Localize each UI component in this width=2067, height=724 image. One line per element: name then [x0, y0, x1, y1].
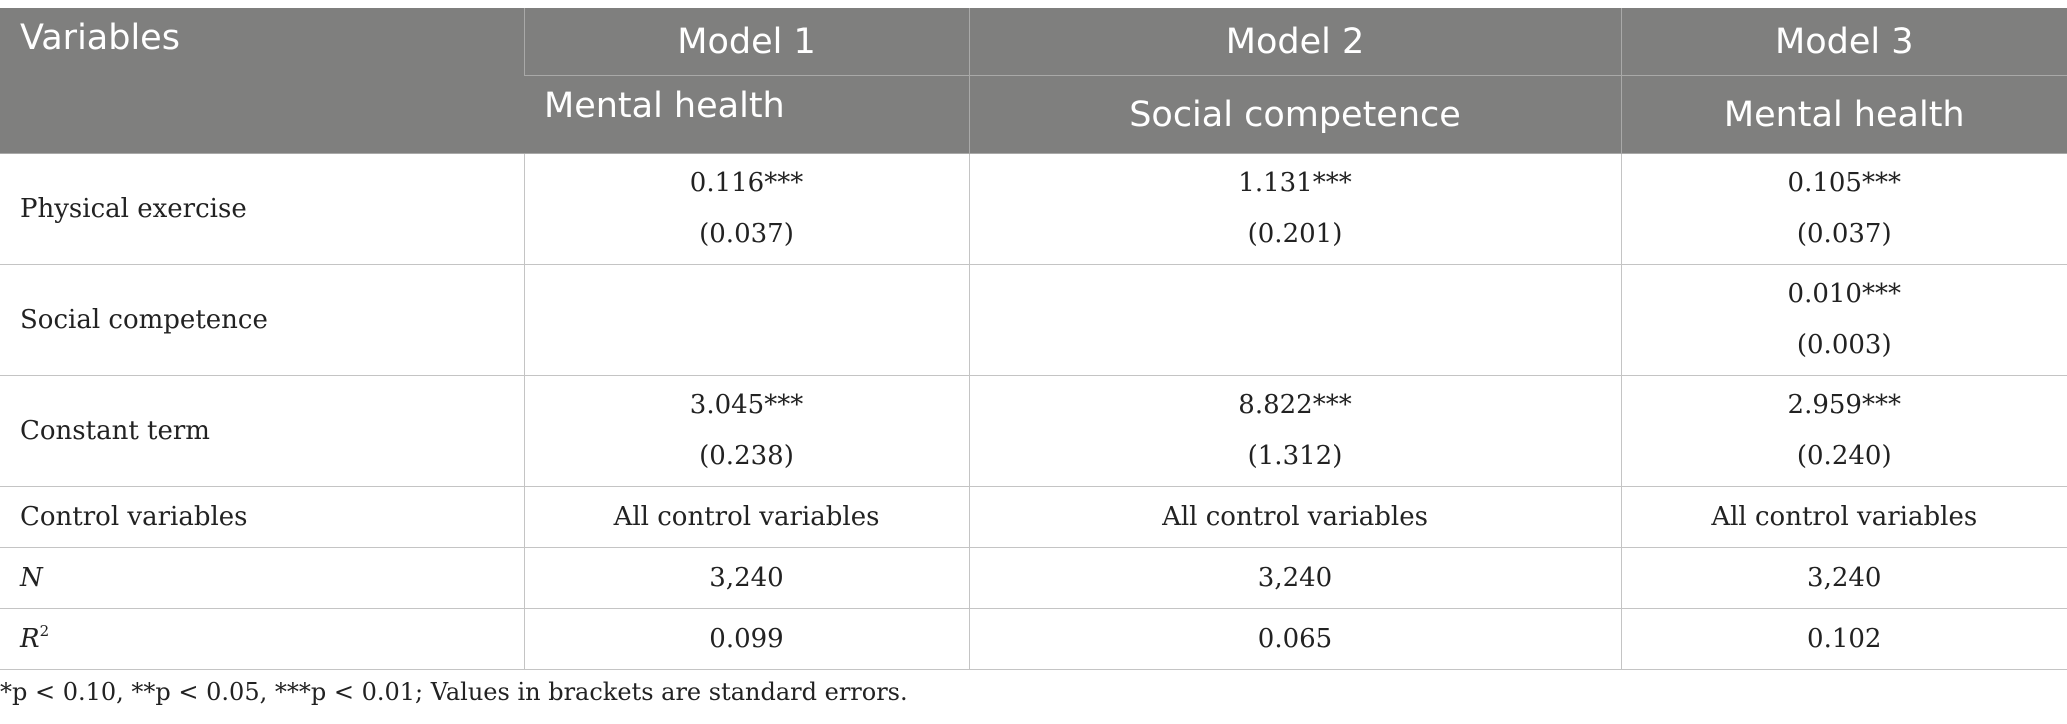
- row-label: Social competence: [0, 264, 525, 376]
- header-outcome-2: Social competence: [968, 75, 1621, 154]
- cell-m2: 8.822*** (1.312): [968, 375, 1622, 487]
- cell-m3: All control variables: [1620, 486, 2067, 548]
- cell-m1: 3,240: [523, 547, 970, 609]
- table-row-r-squared: R2 0.099 0.065 0.102: [0, 608, 2067, 670]
- table-row-constant-term: Constant term 3.045*** (0.238) 8.822*** …: [0, 375, 2067, 487]
- header-model-3: Model 3: [1620, 8, 2067, 76]
- header-outcome-3: Mental health: [1620, 75, 2067, 154]
- coefficient: 8.822***: [1238, 390, 1352, 420]
- cell-m3: 0.010*** (0.003): [1620, 264, 2067, 376]
- cell-m3: 0.102: [1620, 608, 2067, 670]
- table-row-physical-exercise: Physical exercise 0.116*** (0.037) 1.131…: [0, 153, 2067, 265]
- standard-error: (0.037): [1796, 219, 1892, 249]
- cell-m2: [968, 264, 1622, 376]
- table-row-social-competence: Social competence 0.010*** (0.003): [0, 264, 2067, 376]
- cell-m2: 0.065: [968, 608, 1622, 670]
- coefficient: 2.959***: [1787, 390, 1901, 420]
- standard-error: (0.037): [699, 219, 794, 249]
- standard-error: (0.240): [1796, 441, 1892, 471]
- cell-m2: 3,240: [968, 547, 1622, 609]
- header-variables: Variables: [0, 8, 524, 154]
- standard-error: (0.201): [1247, 219, 1343, 249]
- header-model-2: Model 2: [968, 8, 1621, 76]
- r-label-superscript: 2: [39, 622, 50, 640]
- row-label: R2: [0, 608, 525, 670]
- cell-m1: 0.099: [523, 608, 970, 670]
- cell-m3: 3,240: [1620, 547, 2067, 609]
- row-label: Physical exercise: [0, 153, 525, 265]
- table-row-n: N 3,240 3,240 3,240: [0, 547, 2067, 609]
- standard-error: (1.312): [1247, 441, 1343, 471]
- cell-m2: All control variables: [968, 486, 1622, 548]
- standard-error: (0.238): [699, 441, 794, 471]
- standard-error: (0.003): [1796, 330, 1892, 360]
- row-label: Control variables: [0, 486, 525, 548]
- header-model-1: Model 1: [523, 8, 969, 76]
- cell-m1: 0.116*** (0.037): [523, 153, 970, 265]
- cell-m3: 0.105*** (0.037): [1620, 153, 2067, 265]
- cell-m1: 3.045*** (0.238): [523, 375, 970, 487]
- cell-m1: All control variables: [523, 486, 970, 548]
- table-body: Physical exercise 0.116*** (0.037) 1.131…: [0, 153, 2067, 670]
- table-row-control-variables: Control variables All control variables …: [0, 486, 2067, 548]
- cell-m3: 2.959*** (0.240): [1620, 375, 2067, 487]
- r-label: R: [20, 624, 40, 654]
- regression-table-container: Variables Model 1 Model 2 Model 3 Mental…: [0, 8, 2067, 670]
- row-label: Constant term: [0, 375, 525, 487]
- coefficient: 0.010***: [1787, 279, 1901, 309]
- header-row-models: Variables Model 1 Model 2 Model 3: [0, 8, 2067, 154]
- table-footnote: *p < 0.10, **p < 0.05, ***p < 0.01; Valu…: [0, 678, 908, 706]
- coefficient: 0.105***: [1787, 168, 1901, 198]
- cell-m1: [523, 264, 970, 376]
- header-outcome-1: Mental health: [524, 75, 969, 154]
- row-label: N: [0, 547, 525, 609]
- coefficient: 0.116***: [689, 168, 804, 198]
- coefficient: 3.045***: [689, 390, 804, 420]
- coefficient: 1.131***: [1238, 168, 1352, 198]
- cell-m2: 1.131*** (0.201): [968, 153, 1622, 265]
- regression-table: Variables Model 1 Model 2 Model 3 Mental…: [0, 8, 2067, 670]
- table-header: Variables Model 1 Model 2 Model 3 Mental…: [0, 8, 2067, 154]
